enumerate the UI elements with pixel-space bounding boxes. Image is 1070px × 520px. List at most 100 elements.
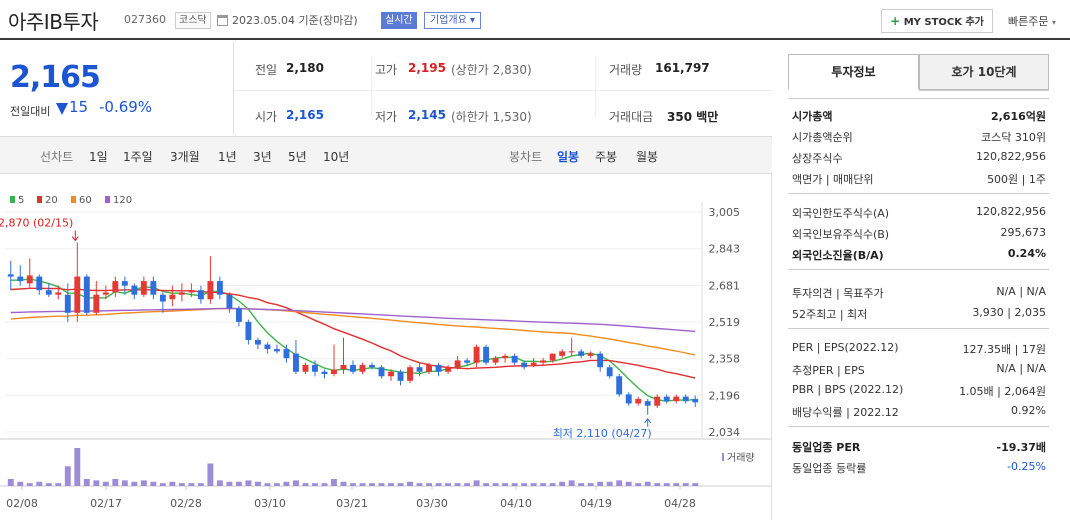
legend-swatch [71, 196, 76, 203]
period-10y[interactable]: 10년 [323, 150, 350, 164]
candle-body [273, 349, 280, 352]
volume-bar [64, 466, 71, 486]
candle-daily[interactable]: 일봉 [557, 150, 580, 164]
info-row: PBR | BPS (2022.12) 1.05배 | 2,064원 [792, 380, 1046, 400]
info-row-label: 동일업종 등락률 [792, 462, 867, 475]
prev-close-label: 전일 [255, 63, 278, 77]
info-row-label: 시가총액순위 [792, 131, 853, 144]
candle-body [549, 353, 556, 361]
candle-body [150, 281, 157, 295]
volume-bar [26, 483, 33, 486]
tab-orderbook-10[interactable]: 호가 10단계 [919, 54, 1049, 90]
chevron-down-icon: ▾ [470, 15, 476, 26]
candle-body [473, 346, 480, 363]
price-summary: 2,165 전일대비 15 -0.69% [0, 42, 234, 134]
period-1y[interactable]: 1년 [218, 150, 237, 164]
legend-swatch [105, 196, 110, 203]
stock-name: 아주IB투자 [8, 10, 99, 34]
candle-body [426, 364, 433, 372]
info-row-value: N/A | N/A [996, 362, 1046, 375]
volume-bar [530, 483, 537, 486]
volume-bar [121, 480, 128, 486]
add-mystock-button[interactable]: + MY STOCK 추가 [881, 9, 993, 33]
info-row-label: 액면가 | 매매단위 [792, 173, 874, 186]
candle-chart-label[interactable]: 봉차트 [509, 150, 543, 164]
volume-bar [654, 483, 661, 486]
volume-bar [635, 483, 642, 486]
candle-monthly[interactable]: 월봉 [636, 150, 659, 164]
volume-bar [663, 483, 670, 486]
candle-body [26, 275, 33, 284]
info-row-value: N/A | N/A [996, 285, 1046, 298]
quick-order-button[interactable]: 빠른주문 ▾ [1008, 13, 1056, 29]
candle-body [83, 276, 90, 313]
candle-body [7, 274, 14, 277]
x-tick-label: 04/28 [664, 497, 696, 510]
y-tick-label: 2,519 [709, 316, 741, 329]
candle-body [102, 292, 109, 295]
realtime-badge[interactable]: 실시간 [381, 12, 417, 29]
candle-body [197, 290, 204, 300]
volume-bar [445, 483, 452, 486]
volume-bar [492, 483, 499, 486]
open-label: 시가 [255, 110, 278, 124]
candle-body [568, 351, 575, 353]
period-3y[interactable]: 3년 [253, 150, 272, 164]
candle-body [511, 355, 518, 363]
info-row-label: 시가총액 [792, 110, 833, 123]
volume-bar [473, 480, 480, 486]
lower-limit: (하한가 1,530) [451, 110, 532, 124]
line-chart-label[interactable]: 선차트 [40, 150, 74, 164]
period-bar: 선차트 1일 1주일 3개월 1년 3년 5년 10년 봉차트 일봉 주봉 월봉 [0, 136, 772, 174]
volume-bar [597, 481, 604, 486]
low-value: 2,145 [408, 108, 446, 122]
y-tick-label: 2,681 [709, 279, 741, 292]
volume-bar [616, 480, 623, 486]
volume-bar [254, 481, 261, 486]
candle-body [530, 362, 537, 365]
volume-bar [216, 480, 223, 486]
candle-body [178, 292, 185, 295]
down-triangle-icon [56, 103, 68, 115]
company-overview-dropdown[interactable]: 기업개요 ▾ [424, 12, 482, 29]
y-tick-label: 2,196 [709, 389, 741, 402]
period-1w[interactable]: 1주일 [123, 150, 153, 164]
moving-average-line [10, 278, 696, 402]
candlestick-chart[interactable]: 3,005 2,843 2,681 2,519 2,358 2,196 2,034 5 20 60… [0, 174, 771, 520]
candle-body [216, 281, 223, 295]
volume-bar [312, 483, 318, 486]
info-row-label: PBR | BPS (2022.12) [792, 383, 904, 396]
info-row-label: 배당수익률 | 2022.12 [792, 406, 899, 419]
volume-bar [521, 483, 528, 486]
candle-body [521, 362, 528, 368]
amount-label: 거래대금 [609, 110, 654, 124]
candle-body [663, 396, 670, 402]
info-row-value: 127.35배 | 17원 [962, 343, 1046, 356]
period-1d[interactable]: 1일 [89, 150, 108, 164]
info-row-value: 295,673 [1000, 226, 1047, 239]
candle-body [644, 401, 651, 406]
tab-investment-info[interactable]: 투자정보 [788, 54, 919, 90]
candle-body [682, 396, 689, 402]
info-row-label: PER | EPS(2022.12) [792, 341, 899, 354]
candle-body [121, 281, 128, 286]
volume-bar [207, 463, 214, 486]
candle-body [388, 371, 394, 377]
candle-weekly[interactable]: 주봉 [595, 150, 618, 164]
volume-bar [568, 480, 575, 486]
volume-bar [140, 480, 147, 486]
period-5y[interactable]: 5년 [288, 150, 307, 164]
candle-body [302, 364, 309, 372]
investment-info-panel: 투자정보 호가 10단계 시가총액 2,616억원 시가총액순위 코스닥 310위 상장… [772, 42, 1070, 520]
info-row-value: 0.92% [1011, 404, 1046, 417]
high-label: 고가 [375, 63, 398, 77]
volume-bar [359, 483, 366, 486]
period-3m[interactable]: 3개월 [170, 150, 200, 164]
x-tick-label: 02/08 [6, 497, 38, 510]
candle-body [207, 281, 214, 300]
add-mystock-label: MY STOCK 추가 [903, 17, 984, 28]
y-tick-label: 2,843 [709, 243, 741, 256]
candle-body [159, 294, 166, 302]
info-row-label: 외국인보유주식수(B) [792, 228, 890, 241]
candle-body [254, 340, 261, 345]
